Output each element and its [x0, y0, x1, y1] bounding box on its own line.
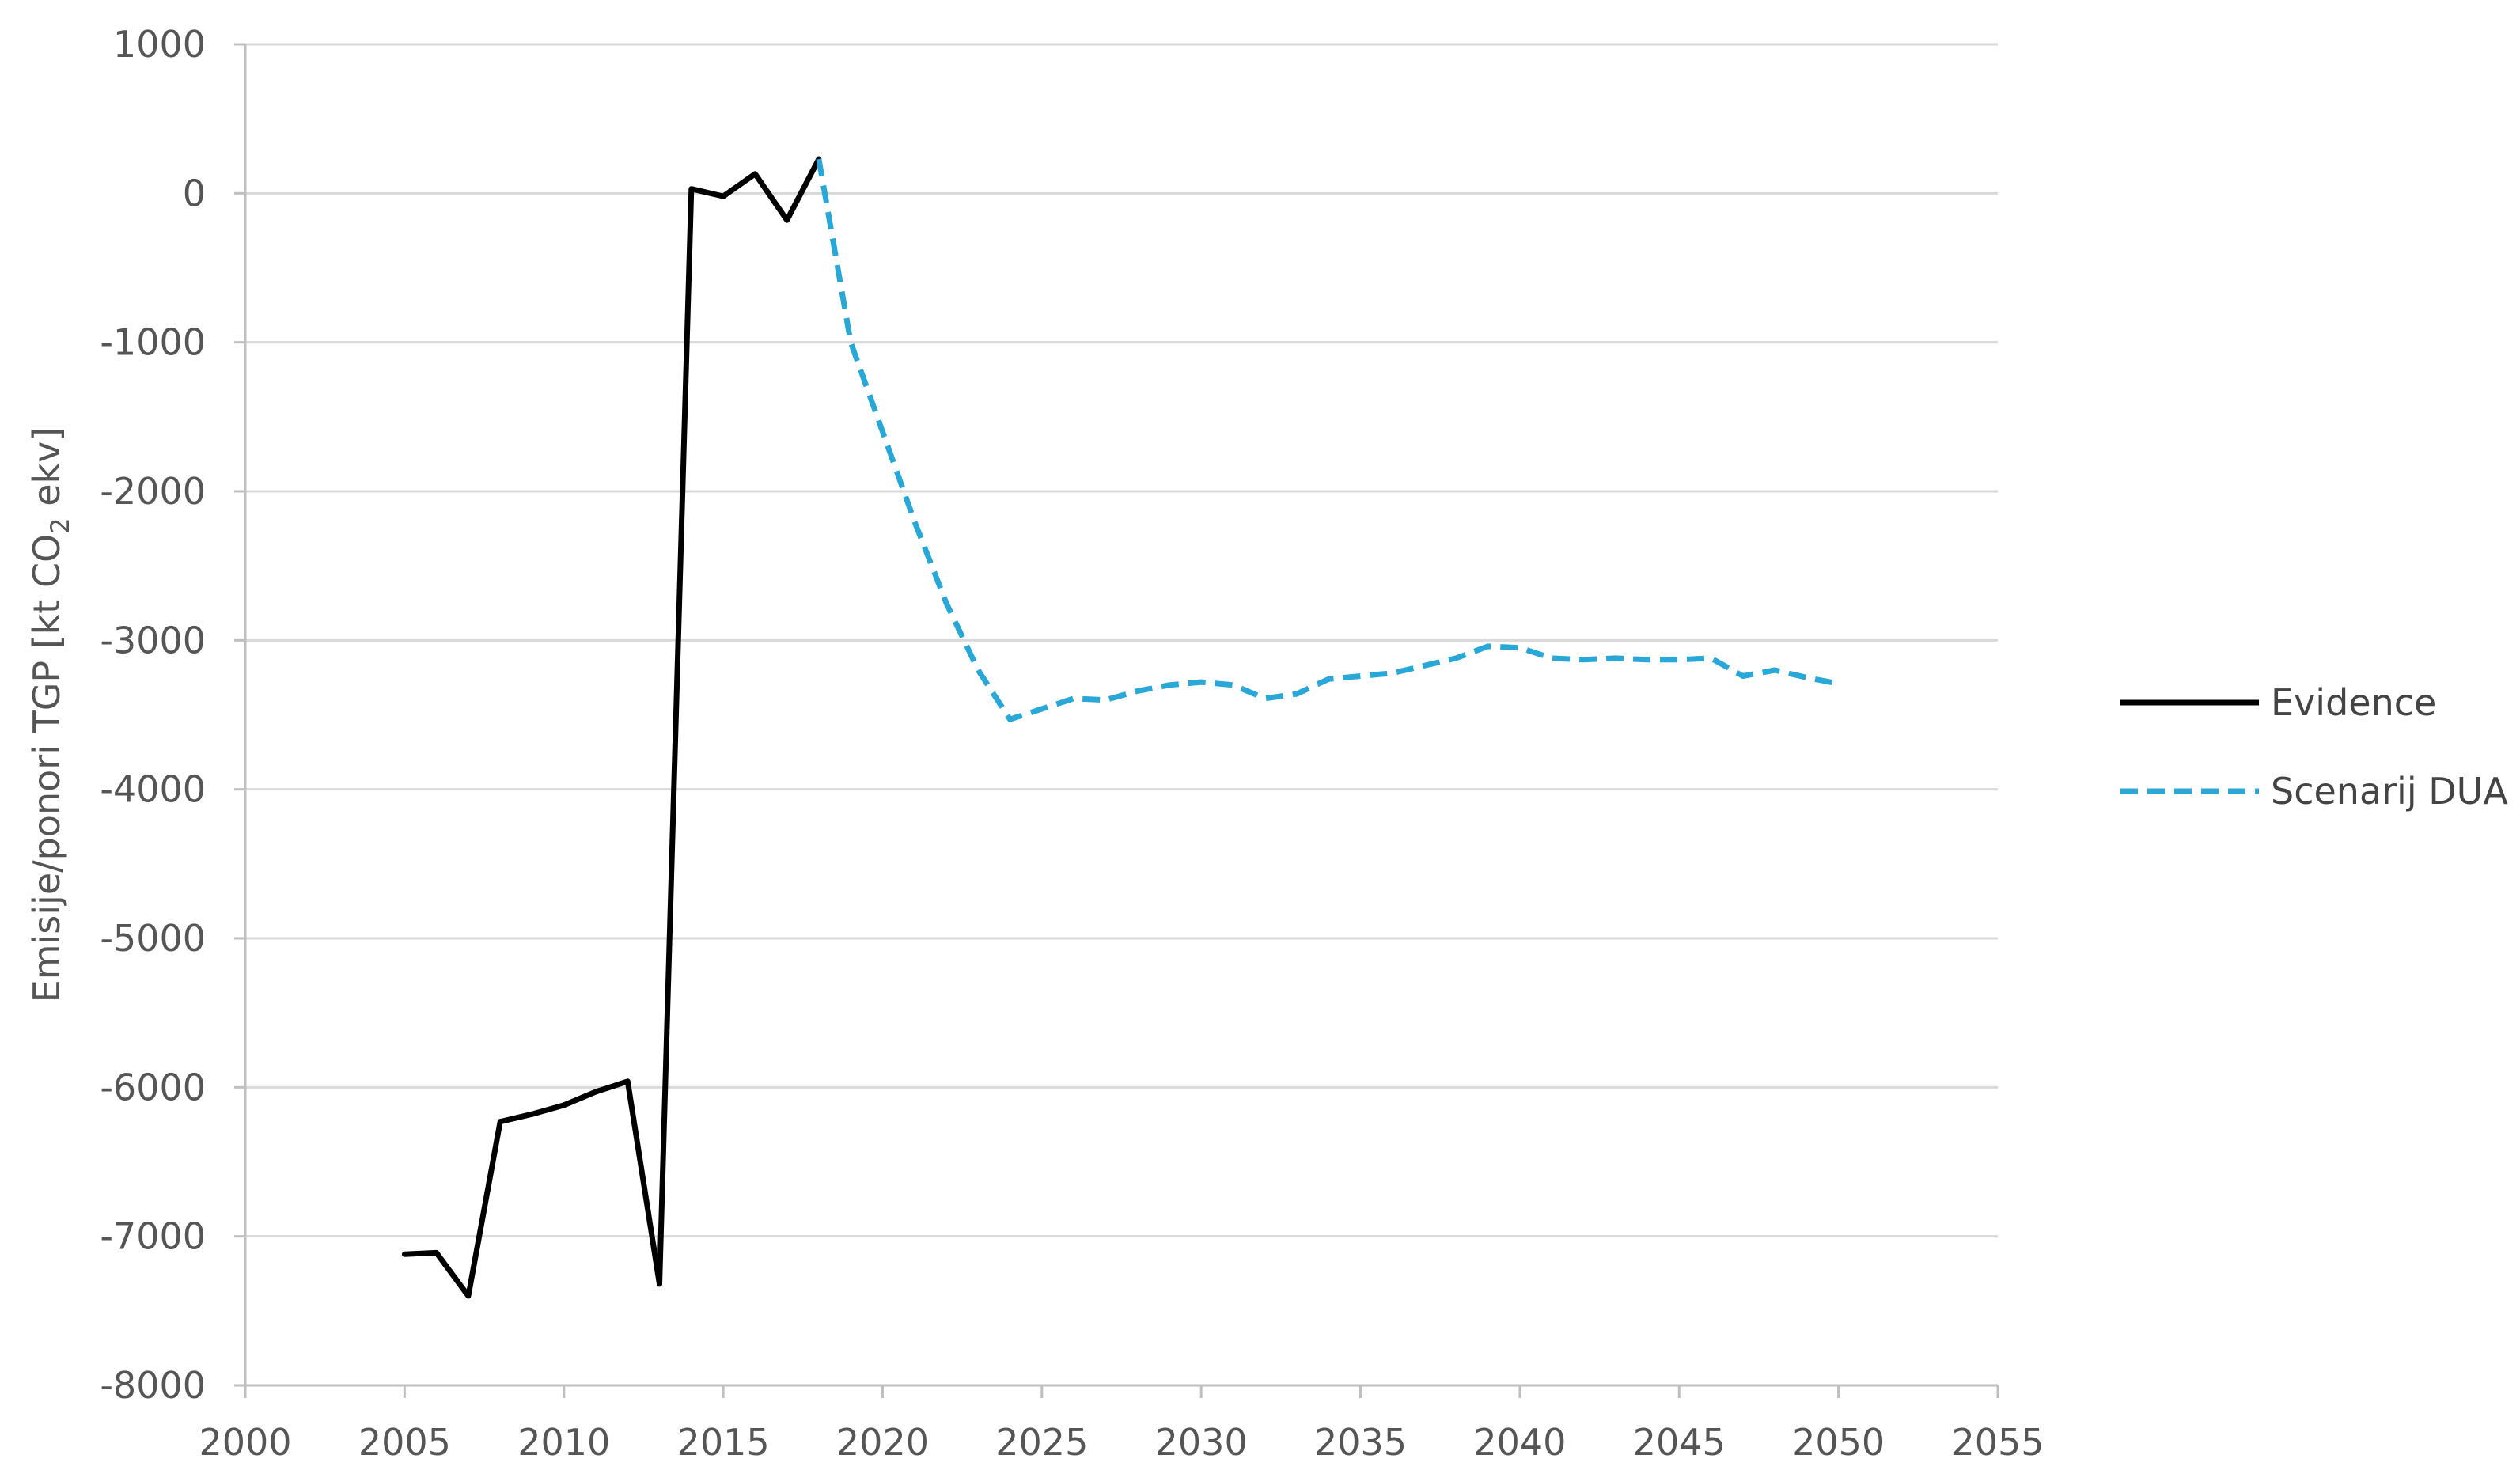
x-tick-label: 2050 [1792, 1421, 1885, 1464]
x-tick-label: 2040 [1473, 1421, 1566, 1464]
y-tick-label: -1000 [100, 321, 206, 364]
tick-labels: 1000 0 -1000 -2000 -3000 -4000 -5000 -6000 -7000… [100, 23, 2044, 1464]
y-axis-label: Emisije/ponori TGP [kt CO2 ekv] [25, 427, 75, 1003]
y-tick-label: -3000 [100, 619, 206, 661]
y-tick-label: -8000 [100, 1364, 206, 1407]
legend-label-scenarij-dua: Scenarij DUA [2271, 770, 2508, 813]
x-tick-label: 2045 [1633, 1421, 1726, 1464]
y-axis-label-subscript: 2 [45, 517, 75, 533]
series-line-evidence [401, 156, 822, 1299]
x-tick-label: 2005 [358, 1421, 451, 1464]
y-tick-label: 0 [183, 172, 206, 214]
x-tick-label: 2010 [517, 1421, 610, 1464]
y-tick-label: -2000 [100, 470, 206, 513]
y-tick-label: -7000 [100, 1215, 206, 1258]
x-tick-label: 2055 [1951, 1421, 2044, 1464]
legend-label-evidence: Evidence [2271, 681, 2436, 724]
legend: Evidence Scenarij DUA [2120, 681, 2508, 813]
x-tick-label: 2025 [995, 1421, 1088, 1464]
y-axis-label-suffix: ekv] [25, 427, 68, 518]
gridlines [245, 43, 1998, 1238]
x-tick-label: 2035 [1314, 1421, 1407, 1464]
data-series [401, 156, 1840, 1299]
y-tick-label: -4000 [100, 768, 206, 811]
y-tick-label: -6000 [100, 1066, 206, 1108]
x-tick-label: 2015 [677, 1421, 770, 1464]
y-axis-title: Emisije/ponori TGP [kt CO2 ekv] [25, 427, 75, 1003]
y-tick-label: 1000 [113, 23, 206, 66]
x-tick-label: 2020 [836, 1421, 929, 1464]
x-tick-label: 2000 [199, 1421, 291, 1464]
x-tick-label: 2030 [1155, 1421, 1248, 1464]
y-axis-label-prefix: Emisije/ponori TGP [kt CO [25, 534, 68, 1003]
y-tick-label: -5000 [100, 917, 206, 960]
series-line-scenarij-dua [816, 158, 1840, 722]
axes [234, 43, 1999, 1398]
